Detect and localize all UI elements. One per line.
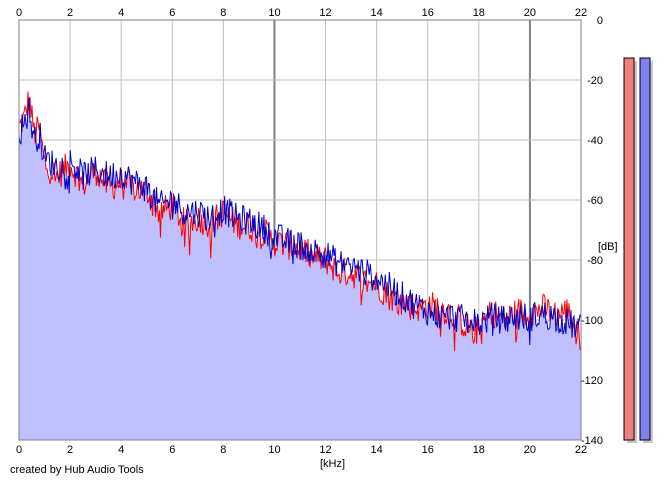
x-tick-bottom-1: 2	[67, 444, 73, 456]
x-tick-bottom-5: 10	[268, 444, 280, 456]
y-axis-unit-label: [dB]	[598, 241, 618, 253]
x-tick-top-9: 18	[473, 7, 485, 19]
x-tick-bottom-9: 18	[473, 444, 485, 456]
x-tick-bottom-7: 14	[371, 444, 383, 456]
y-tick-labels: 0 -20 -40 -60 -80 -100 -120 -140	[581, 15, 603, 447]
spectrum-fill	[19, 109, 581, 441]
y-tick-3: -60	[587, 195, 603, 207]
level-meters	[623, 57, 653, 443]
x-axis-unit-label: [kHz]	[320, 458, 345, 470]
x-tick-top-10: 20	[524, 7, 536, 19]
y-tick-2: -40	[587, 135, 603, 147]
x-tick-bottom-6: 12	[319, 444, 331, 456]
x-tick-top-6: 12	[319, 7, 331, 19]
meter-bar-right	[639, 57, 651, 441]
x-tick-top-4: 8	[220, 7, 226, 19]
x-tick-top-8: 16	[422, 7, 434, 19]
y-tick-6: -120	[581, 375, 603, 387]
x-tick-top-5: 10	[268, 7, 280, 19]
y-tick-4: -80	[587, 255, 603, 267]
y-tick-5: -100	[581, 315, 603, 327]
x-tick-top-2: 4	[118, 7, 124, 19]
x-tick-bottom-3: 6	[169, 444, 175, 456]
y-tick-0: 0	[597, 15, 603, 27]
x-tick-top-1: 2	[67, 7, 73, 19]
y-tick-7: -140	[581, 435, 603, 447]
x-tick-bottom-8: 16	[422, 444, 434, 456]
series-lines	[18, 91, 582, 352]
plot-border	[18, 19, 582, 441]
x-tick-bottom-4: 8	[220, 444, 226, 456]
x-tick-top-11: 22	[575, 7, 587, 19]
x-tick-labels-top: 0 2 4 6 8 10 12 14 16 18 20 22	[16, 7, 587, 19]
spectrum-fill-area	[19, 109, 581, 441]
x-tick-top-0: 0	[16, 7, 22, 19]
x-tick-top-7: 14	[371, 7, 383, 19]
x-tick-bottom-0: 0	[16, 444, 22, 456]
meter-bar-left	[623, 57, 635, 441]
x-tick-bottom-2: 4	[118, 444, 124, 456]
x-tick-bottom-10: 20	[524, 444, 536, 456]
series-line-blue	[18, 97, 582, 346]
x-tick-labels-bottom: 0 2 4 6 8 10 12 14 16 18 20 22	[16, 444, 587, 456]
y-tick-1: -20	[587, 75, 603, 87]
footer-credit: created by Hub Audio Tools	[10, 464, 144, 476]
x-tick-top-3: 6	[169, 7, 175, 19]
x-tick-bottom-11: 22	[575, 444, 587, 456]
